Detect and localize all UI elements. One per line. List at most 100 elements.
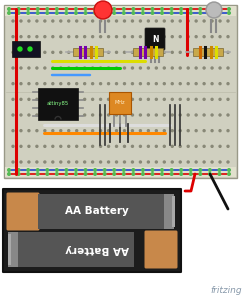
Circle shape	[139, 98, 141, 100]
Circle shape	[60, 83, 62, 85]
Circle shape	[36, 36, 38, 38]
Circle shape	[219, 20, 221, 22]
Circle shape	[84, 130, 86, 132]
Circle shape	[203, 114, 205, 116]
Circle shape	[161, 169, 163, 171]
Circle shape	[44, 130, 46, 132]
Circle shape	[189, 12, 192, 14]
Circle shape	[155, 145, 157, 147]
Circle shape	[211, 130, 213, 132]
Circle shape	[36, 12, 39, 14]
Circle shape	[28, 130, 30, 132]
Circle shape	[180, 169, 183, 171]
Circle shape	[52, 145, 54, 147]
Circle shape	[84, 114, 86, 116]
Circle shape	[84, 169, 87, 171]
Circle shape	[36, 145, 38, 147]
Bar	[164, 194, 174, 229]
Circle shape	[65, 173, 68, 175]
Bar	[5, 167, 236, 177]
Circle shape	[44, 36, 46, 38]
Circle shape	[208, 173, 211, 175]
Circle shape	[179, 67, 181, 69]
Circle shape	[12, 114, 14, 116]
Circle shape	[52, 161, 54, 163]
Circle shape	[107, 51, 110, 53]
Circle shape	[155, 83, 157, 85]
Circle shape	[100, 114, 102, 116]
Circle shape	[60, 98, 62, 100]
Circle shape	[211, 51, 213, 53]
Circle shape	[170, 169, 173, 171]
Circle shape	[116, 98, 118, 100]
Circle shape	[227, 36, 229, 38]
Circle shape	[211, 67, 213, 69]
Circle shape	[187, 83, 189, 85]
Circle shape	[68, 130, 70, 132]
Circle shape	[44, 83, 46, 85]
Circle shape	[139, 67, 141, 69]
Circle shape	[28, 51, 30, 53]
Circle shape	[171, 98, 173, 100]
Circle shape	[12, 67, 14, 69]
Circle shape	[100, 51, 102, 53]
Circle shape	[44, 20, 46, 22]
Circle shape	[163, 114, 165, 116]
Circle shape	[68, 20, 70, 22]
Circle shape	[76, 161, 78, 163]
Circle shape	[100, 20, 102, 22]
Circle shape	[219, 114, 221, 116]
Circle shape	[52, 36, 54, 38]
Circle shape	[163, 145, 165, 147]
Circle shape	[171, 20, 173, 22]
Circle shape	[68, 51, 70, 53]
Circle shape	[189, 173, 192, 175]
Bar	[38, 88, 78, 120]
Circle shape	[60, 130, 62, 132]
Circle shape	[124, 98, 125, 100]
Circle shape	[211, 145, 213, 147]
Circle shape	[147, 161, 149, 163]
Circle shape	[203, 67, 205, 69]
Circle shape	[228, 169, 230, 171]
Circle shape	[131, 36, 133, 38]
Circle shape	[28, 114, 30, 116]
Circle shape	[100, 36, 102, 38]
Circle shape	[68, 36, 70, 38]
Circle shape	[92, 67, 94, 69]
Circle shape	[75, 173, 77, 175]
Circle shape	[76, 130, 78, 132]
Circle shape	[124, 130, 125, 132]
Circle shape	[96, 2, 110, 17]
Circle shape	[147, 114, 149, 116]
Text: MHz: MHz	[115, 100, 125, 106]
Circle shape	[163, 98, 165, 100]
Circle shape	[131, 20, 133, 22]
Circle shape	[142, 12, 144, 14]
Circle shape	[211, 20, 213, 22]
Circle shape	[124, 114, 125, 116]
Circle shape	[60, 161, 62, 163]
Circle shape	[116, 130, 118, 132]
Circle shape	[171, 145, 173, 147]
Bar	[5, 6, 236, 16]
Circle shape	[147, 67, 149, 69]
Circle shape	[113, 169, 116, 171]
Circle shape	[171, 36, 173, 38]
Circle shape	[107, 114, 110, 116]
Circle shape	[68, 161, 70, 163]
Circle shape	[139, 20, 141, 22]
Circle shape	[142, 8, 144, 10]
Circle shape	[163, 36, 165, 38]
Circle shape	[44, 98, 46, 100]
FancyBboxPatch shape	[144, 230, 178, 268]
Circle shape	[170, 8, 173, 10]
Circle shape	[219, 83, 221, 85]
Circle shape	[116, 67, 118, 69]
Circle shape	[195, 130, 197, 132]
Circle shape	[56, 12, 58, 14]
Circle shape	[227, 67, 229, 69]
Circle shape	[219, 161, 221, 163]
Circle shape	[28, 67, 30, 69]
Circle shape	[195, 98, 197, 100]
